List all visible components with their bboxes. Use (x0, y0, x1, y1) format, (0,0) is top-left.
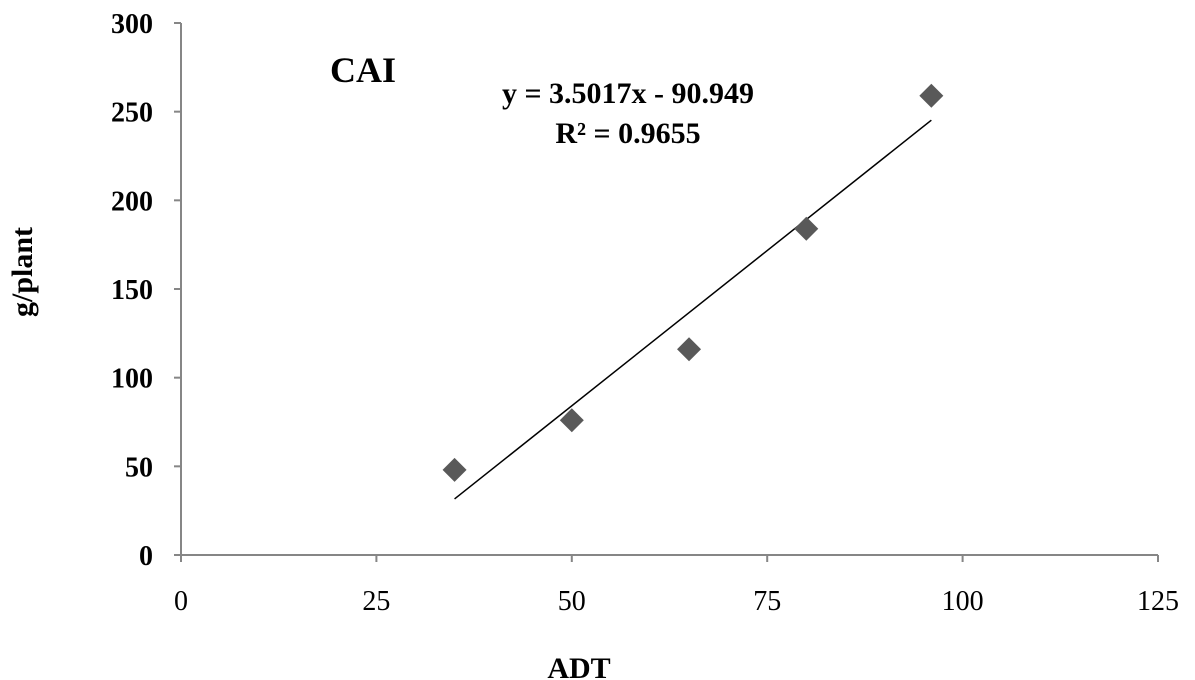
x-tick-label: 100 (942, 586, 984, 617)
y-tick-label: 0 (139, 541, 153, 572)
x-tick-label: 75 (753, 586, 781, 617)
y-tick-label: 50 (125, 452, 153, 483)
y-axis-label: g/plant (6, 227, 39, 317)
data-point (794, 216, 819, 241)
trendline (454, 119, 932, 500)
y-ticks: 0 50 100 150 200 250 300 (111, 9, 181, 572)
data-point (919, 83, 944, 108)
data-point (677, 337, 702, 362)
x-tick-label: 125 (1137, 586, 1179, 617)
y-tick-label: 250 (111, 98, 153, 129)
trendline-equation: y = 3.5017x - 90.949 (502, 77, 754, 110)
data-points (442, 83, 944, 482)
trendline-r2: R² = 0.9655 (555, 117, 700, 150)
x-tick-label: 25 (362, 586, 390, 617)
y-tick-label: 150 (111, 275, 153, 306)
y-tick-label: 300 (111, 9, 153, 40)
y-tick-label: 200 (111, 186, 153, 217)
x-tick-label: 0 (174, 586, 188, 617)
data-point (559, 408, 584, 433)
chart-title: CAI (330, 50, 396, 90)
x-tick-label: 50 (558, 586, 586, 617)
data-point (442, 457, 467, 482)
trendline-group (454, 119, 932, 500)
y-tick-label: 100 (111, 364, 153, 395)
x-axis-label: ADT (547, 652, 610, 680)
x-ticks: 0 25 50 75 100 125 (174, 555, 1179, 617)
